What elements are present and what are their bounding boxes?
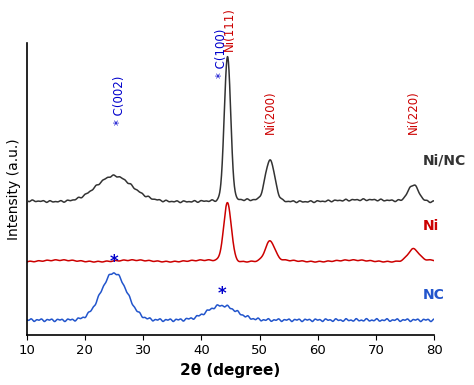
Text: Ni(220): Ni(220) [407,90,420,134]
Y-axis label: Intensity (a.u.): Intensity (a.u.) [7,138,21,240]
Text: *: * [109,253,118,271]
Text: *: * [218,285,226,303]
Text: Ni(200): Ni(200) [264,90,276,134]
X-axis label: 2θ (degree): 2θ (degree) [180,363,281,378]
Text: NC: NC [423,288,445,301]
Text: Ni(111): Ni(111) [223,7,236,51]
Text: * C(002): * C(002) [113,75,126,125]
Text: Ni/NC: Ni/NC [423,154,466,168]
Text: * C(100): * C(100) [215,29,228,79]
Text: Ni: Ni [423,219,439,233]
